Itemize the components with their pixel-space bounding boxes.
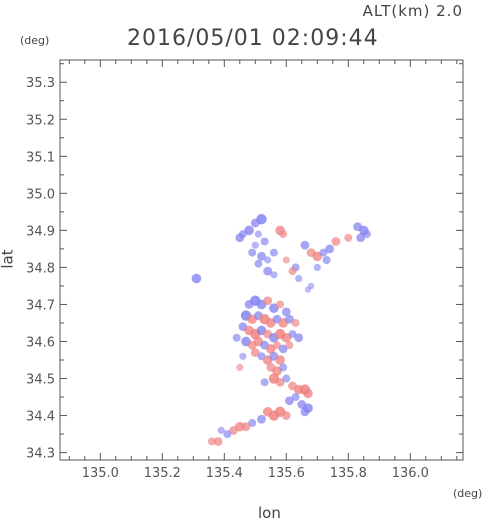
- data-point: [207, 437, 216, 446]
- data-point: [362, 230, 371, 239]
- data-point: [217, 426, 225, 434]
- data-point: [191, 273, 202, 284]
- data-point: [263, 296, 273, 306]
- data-point: [239, 352, 247, 360]
- x-tick-label: 135.0: [82, 466, 119, 481]
- data-point: [282, 256, 290, 264]
- y-tick-label: 35.2: [26, 113, 55, 128]
- data-point: [285, 314, 294, 324]
- data-point: [279, 363, 288, 372]
- y-tick-label: 35.1: [26, 150, 55, 165]
- data-point: [264, 256, 272, 264]
- x-axis-label: lon: [258, 504, 281, 522]
- y-tick-label: 34.3: [26, 447, 55, 462]
- y-tick-label: 34.8: [26, 261, 55, 276]
- data-point: [262, 407, 273, 417]
- data-point: [281, 411, 291, 420]
- data-point: [248, 248, 257, 257]
- data-point: [270, 271, 278, 279]
- data-point: [269, 303, 279, 313]
- data-point: [331, 237, 341, 246]
- timestamp-title: 2016/05/01 02:09:44: [127, 26, 379, 51]
- y-tick-label: 34.4: [26, 410, 55, 425]
- data-point: [260, 378, 269, 387]
- data-point: [281, 307, 291, 317]
- data-point: [313, 263, 321, 272]
- data-point: [356, 233, 366, 243]
- data-point: [288, 267, 297, 276]
- data-point: [307, 282, 315, 290]
- data-point: [288, 330, 297, 339]
- plot-frame: [59, 59, 464, 461]
- y-tick-label: 34.6: [26, 335, 55, 350]
- data-point: [322, 256, 331, 264]
- data-point: [257, 251, 266, 261]
- y-axis-unit: (deg): [20, 34, 50, 47]
- data-point: [291, 318, 300, 327]
- data-point: [312, 251, 323, 262]
- data-point: [285, 396, 294, 406]
- data-point: [273, 341, 281, 350]
- data-point: [223, 430, 232, 439]
- data-point: [248, 418, 257, 427]
- x-tick-label: 135.4: [206, 466, 243, 481]
- altitude-label: ALT(km) 2.0: [362, 2, 463, 20]
- data-point: [285, 341, 294, 350]
- data-point: [303, 388, 313, 399]
- data-point: [295, 274, 303, 283]
- data-point: [282, 374, 291, 383]
- x-axis-unit: (deg): [453, 487, 483, 500]
- y-tick-label: 34.5: [26, 373, 55, 388]
- data-point: [260, 237, 269, 246]
- y-tick-label: 34.7: [26, 298, 55, 313]
- y-tick-label: 35.3: [26, 76, 55, 91]
- data-point: [254, 259, 263, 268]
- data-point: [229, 425, 239, 435]
- data-point: [250, 348, 260, 357]
- x-tick-label: 135.6: [268, 466, 305, 481]
- data-point: [275, 377, 285, 387]
- x-tick-label: 135.2: [144, 466, 181, 481]
- data-point: [236, 363, 244, 372]
- data-point: [257, 414, 266, 424]
- x-tick-label: 136.0: [392, 466, 429, 481]
- data-point: [276, 300, 285, 309]
- data-point: [300, 407, 310, 417]
- data-point: [344, 233, 353, 242]
- data-point: [300, 240, 310, 250]
- data-point: [325, 244, 335, 254]
- data-point: [244, 225, 254, 236]
- data-point: [281, 332, 292, 343]
- data-point: [269, 248, 278, 257]
- data-point: [213, 437, 223, 446]
- data-points: [191, 214, 371, 446]
- data-point: [319, 248, 328, 257]
- x-tick-label: 135.8: [330, 466, 367, 481]
- axis-ticks: 135.0 135.2 135.4 135.6 135.8 136.0 34.3 34.4 34…: [26, 60, 463, 481]
- data-point: [279, 230, 288, 239]
- data-point: [278, 344, 288, 354]
- data-point: [251, 241, 259, 249]
- data-point: [266, 344, 276, 354]
- data-point: [232, 333, 241, 342]
- y-tick-label: 34.9: [26, 224, 55, 239]
- data-point: [254, 230, 262, 238]
- data-point: [294, 333, 304, 343]
- data-point: [291, 393, 300, 402]
- data-point: [263, 266, 273, 276]
- data-point: [235, 233, 245, 243]
- y-tick-label: 35.0: [26, 187, 55, 202]
- data-point: [275, 355, 285, 365]
- data-point: [250, 218, 260, 228]
